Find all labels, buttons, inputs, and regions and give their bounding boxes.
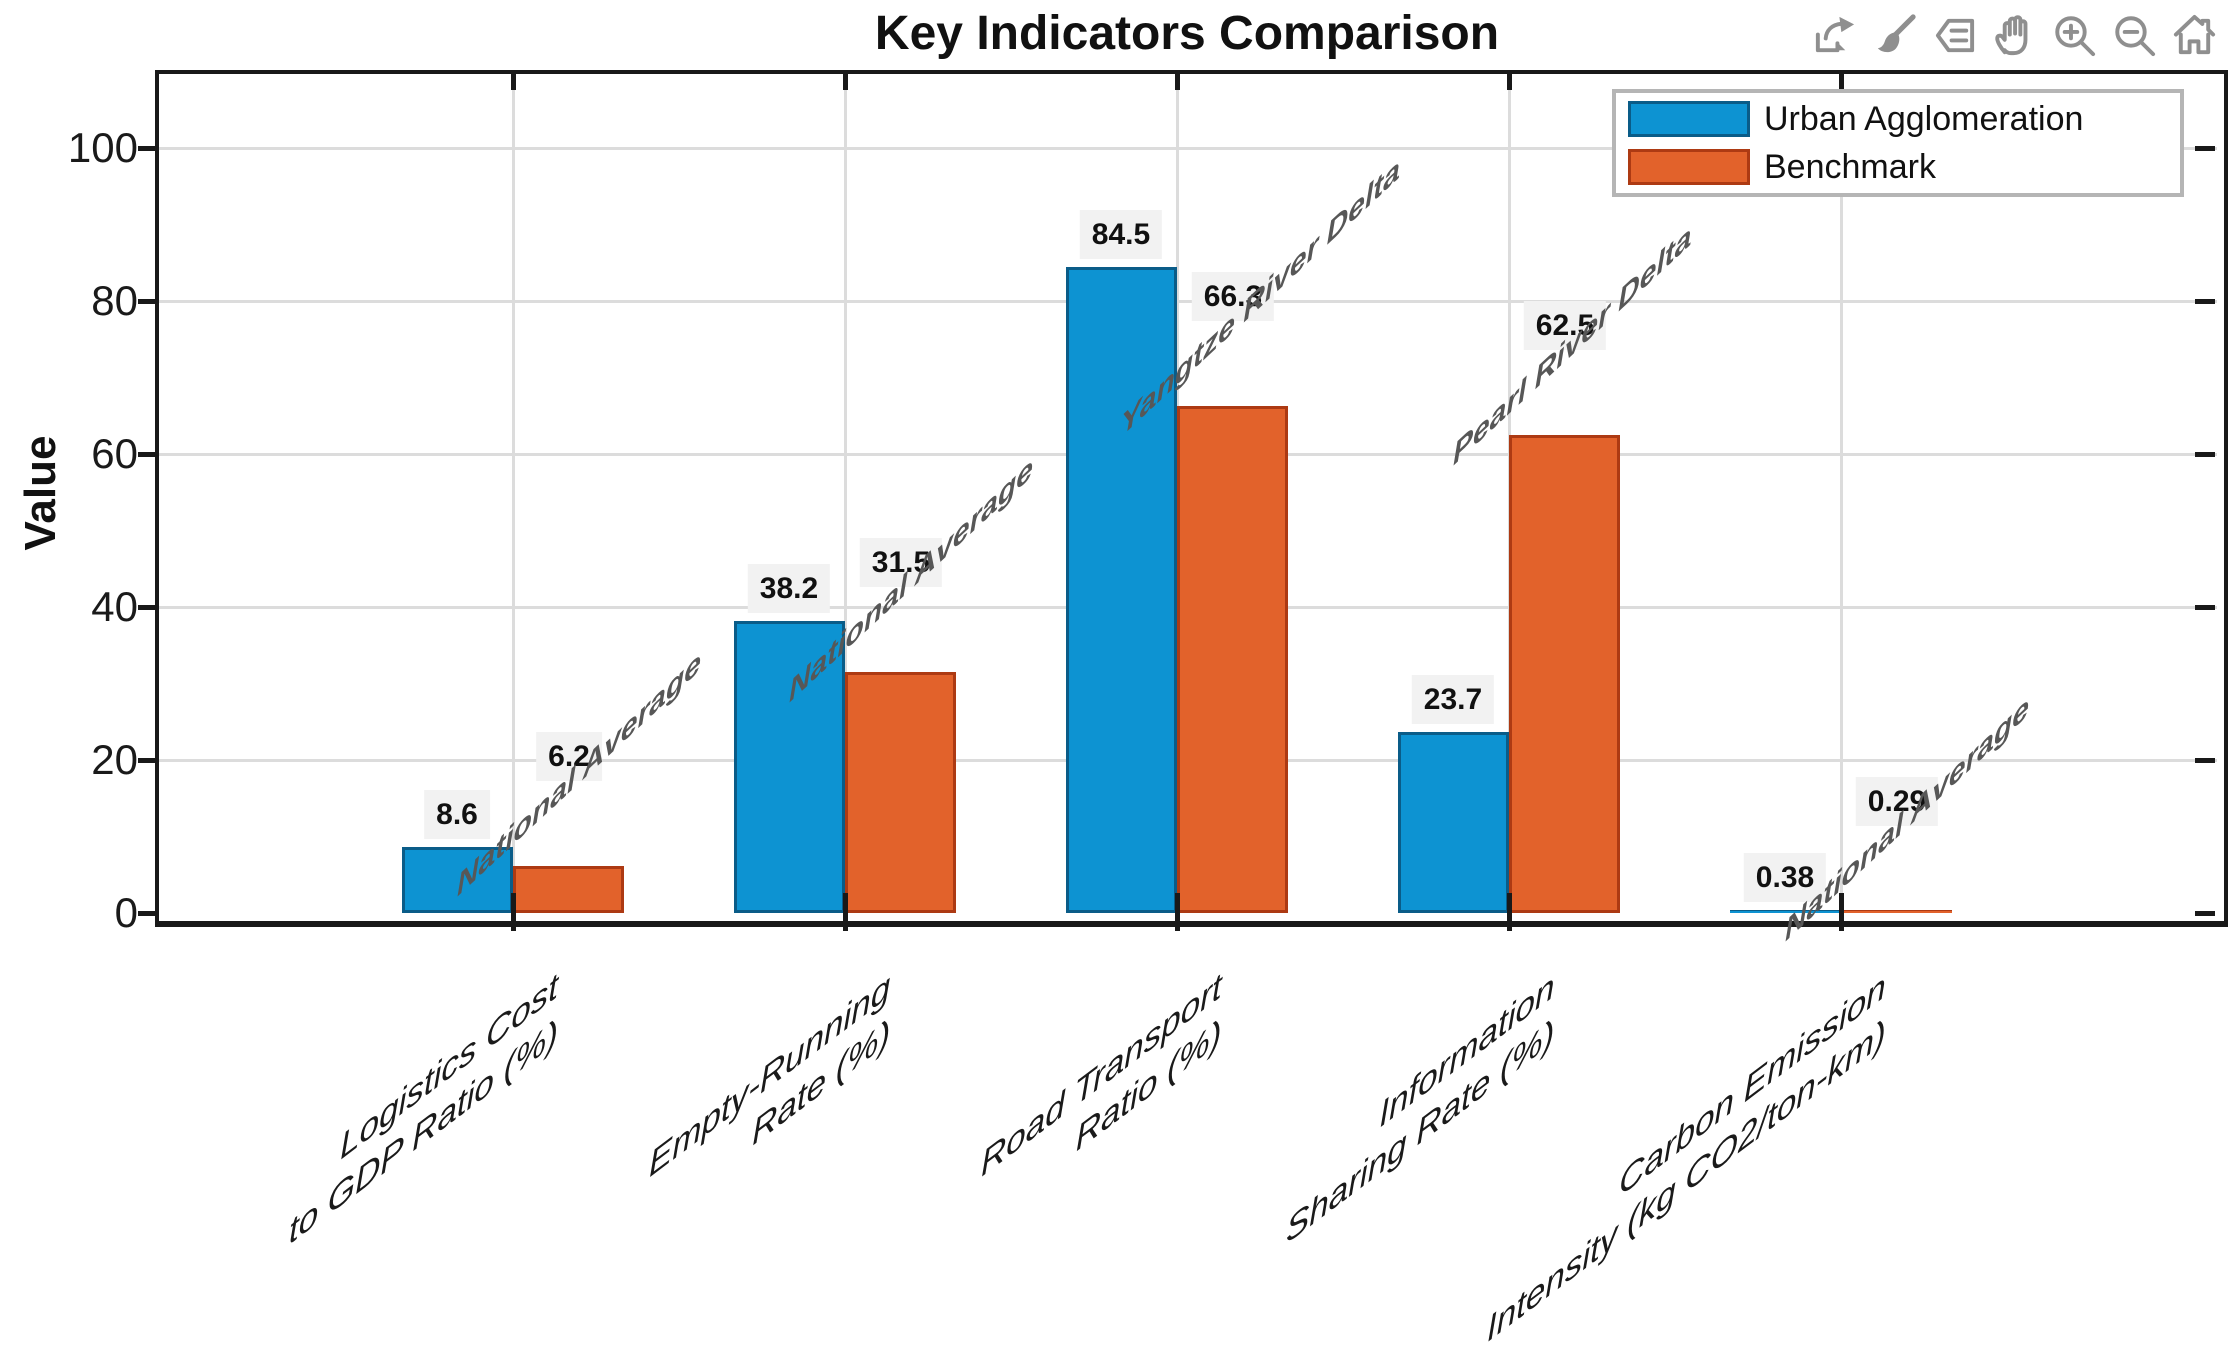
brush-icon[interactable] <box>1871 12 1918 59</box>
pan-icon[interactable] <box>1991 12 2038 59</box>
x-tick-label: Empty-Running Rate (%) <box>648 965 890 1186</box>
value-label: 0.38 <box>1743 853 1827 903</box>
legend-label: Urban Agglomeration <box>1764 99 2084 138</box>
h-gridline <box>157 300 2217 304</box>
legend-entry: Urban Agglomeration <box>1628 100 2168 138</box>
x-tick-mark-top <box>511 72 516 90</box>
y-tick-label: 100 <box>67 124 138 172</box>
x-tick-mark-bottom <box>843 893 848 931</box>
v-gridline <box>1840 72 1843 913</box>
tick-layer <box>138 72 2215 931</box>
export-icon[interactable] <box>1811 12 1858 59</box>
plot-area-border <box>155 70 2228 927</box>
benchmark-annotation: Pearl River Delta <box>1453 217 1692 474</box>
figure-window: Key Indicators Comparison <box>16 7 2228 1351</box>
benchmark-annotation: National Average <box>1785 688 2029 949</box>
y-tick-mark-right <box>2195 146 2215 152</box>
legend: Urban Agglomeration Benchmark <box>1612 89 2184 197</box>
value-label: 8.6 <box>424 790 490 840</box>
value-label: 62.5 <box>1523 301 1607 351</box>
y-tick-mark-left <box>138 452 157 458</box>
y-tick-mark-left <box>138 146 157 152</box>
benchmark-annotation: National Average <box>789 449 1033 711</box>
x-tick-mark-top <box>1839 72 1844 90</box>
zoom-out-icon[interactable] <box>2111 12 2158 59</box>
y-tick-mark-left <box>138 605 157 611</box>
bar-benchmark <box>1841 910 1952 913</box>
bar-urban-agglomeration <box>1730 910 1841 913</box>
bar-benchmark <box>513 865 624 913</box>
value-label: 23.7 <box>1411 674 1495 724</box>
axis-text-layer: 0 20 40 60 80 100 Logistics Cost to GDP Ratio … <box>67 124 1886 1350</box>
v-gridline <box>512 72 515 913</box>
v-gridline <box>844 72 847 913</box>
bar-benchmark <box>845 672 956 914</box>
h-gridline <box>157 453 2217 457</box>
y-axis-label: Value <box>16 435 65 551</box>
y-tick-mark-left <box>138 299 157 305</box>
value-label: 38.2 <box>747 563 831 613</box>
y-tick-mark-right <box>2195 911 2215 916</box>
benchmark-annotation: National Average <box>457 643 701 904</box>
value-label: 6.2 <box>536 731 602 781</box>
zoom-in-icon[interactable] <box>2051 12 2098 59</box>
gridline-layer <box>157 72 2217 913</box>
x-tick-mark-bottom <box>1175 893 1180 931</box>
x-tick-mark-top <box>1507 72 1512 90</box>
bar-urban-agglomeration <box>734 620 845 913</box>
bar-urban-agglomeration <box>402 847 513 914</box>
bar-benchmark <box>1509 435 1620 914</box>
x-tick-label: Carbon Emission Intensity (kg CO2/ton-km… <box>1487 965 1886 1351</box>
value-label-layer: 8.6 38.2 84.5 23.7 0.38 6.2 31.5 66.3 62.5 0.29 <box>424 209 1939 903</box>
legend-entry: Benchmark <box>1628 148 2168 186</box>
x-tick-label: Logistics Cost to GDP Ratio (%) <box>288 965 558 1253</box>
home-icon[interactable] <box>2171 12 2218 59</box>
legend-swatch <box>1628 101 1750 137</box>
benchmark-annotation: Yangtze River Delta <box>1121 150 1400 445</box>
value-label: 66.3 <box>1191 272 1275 322</box>
x-tick-mark-bottom <box>1507 893 1512 931</box>
y-tick-mark-right <box>2195 452 2215 458</box>
y-tick-mark-right <box>2195 758 2215 764</box>
bar-benchmark <box>1177 406 1288 914</box>
y-tick-mark-right <box>2195 299 2215 305</box>
annotation-layer: National Average National Average Yangtze … <box>457 150 2029 949</box>
y-tick-mark-left <box>138 758 157 764</box>
x-tick-mark-bottom <box>511 893 516 931</box>
x-tick-mark-bottom <box>1839 893 1844 931</box>
h-gridline <box>157 759 2217 763</box>
x-tick-label: Information Sharing Rate (%) <box>1285 965 1554 1253</box>
y-tick-label: 0 <box>114 889 138 936</box>
value-label: 84.5 <box>1079 209 1163 259</box>
y-tick-mark-right <box>2195 605 2215 611</box>
bar-urban-agglomeration <box>1066 266 1177 913</box>
legend-label: Benchmark <box>1764 147 1936 186</box>
legend-swatch <box>1628 149 1750 185</box>
h-gridline <box>157 606 2217 610</box>
y-tick-mark-left <box>138 911 157 916</box>
bar-urban-agglomeration <box>1398 731 1509 913</box>
y-tick-label: 80 <box>91 277 138 325</box>
value-label: 0.29 <box>1855 776 1939 826</box>
value-label: 31.5 <box>859 538 943 588</box>
axes-toolbar <box>1811 12 2218 59</box>
bar-layer <box>402 266 1952 914</box>
x-tick-mark-top <box>1175 72 1180 90</box>
y-tick-label: 20 <box>91 736 138 784</box>
v-gridline <box>1508 72 1511 913</box>
chart-title: Key Indicators Comparison <box>874 7 1500 60</box>
x-tick-mark-top <box>843 72 848 90</box>
x-tick-label: Road Transport Ratio (%) <box>981 965 1222 1186</box>
data-tips-icon[interactable] <box>1931 12 1978 59</box>
v-gridline <box>1176 72 1179 913</box>
